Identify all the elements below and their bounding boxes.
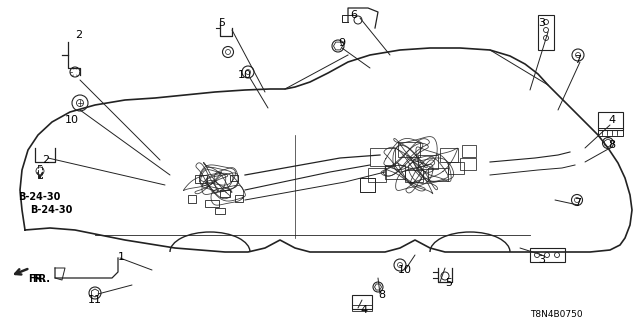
Bar [538,15,554,50]
Bar [428,168,448,181]
Bar [352,305,372,311]
Bar [530,248,565,262]
Bar [368,168,386,182]
Text: FR.: FR. [28,274,46,284]
Bar [205,200,219,207]
Text: B-24-30: B-24-30 [30,205,72,215]
Bar [230,175,238,181]
Text: 1: 1 [118,252,125,262]
Text: 5: 5 [218,18,225,28]
Bar [462,145,476,157]
Text: 10: 10 [398,265,412,275]
Bar [405,170,423,182]
Text: 10: 10 [65,115,79,125]
Text: 10: 10 [238,70,252,80]
Text: 6: 6 [350,10,357,20]
Text: 11: 11 [88,295,102,305]
Bar [370,148,395,166]
Bar [598,112,623,130]
Bar [385,165,405,179]
Text: 4: 4 [608,115,615,125]
Text: 7: 7 [574,198,581,208]
Text: B-24-30: B-24-30 [18,192,60,202]
Bar [398,142,420,157]
Text: 3: 3 [538,255,545,265]
Bar [460,158,476,170]
Bar [215,208,225,214]
Bar [195,175,207,183]
Bar [220,190,230,197]
Text: FR.: FR. [32,274,50,284]
Text: 7: 7 [574,55,581,65]
Bar [448,162,464,174]
Bar [440,148,458,162]
Bar [235,195,243,202]
Text: 9: 9 [338,38,345,48]
Bar [188,195,196,203]
Text: 3: 3 [538,18,545,28]
Text: 2: 2 [42,155,49,165]
Text: T8N4B0750: T8N4B0750 [530,310,582,319]
Text: 8: 8 [378,290,385,300]
Bar [418,155,438,169]
Text: 5: 5 [445,278,452,288]
Bar [598,128,623,136]
Bar [352,295,372,309]
Text: 4: 4 [360,305,367,315]
Text: 2: 2 [75,30,82,40]
Text: 8: 8 [608,140,615,150]
